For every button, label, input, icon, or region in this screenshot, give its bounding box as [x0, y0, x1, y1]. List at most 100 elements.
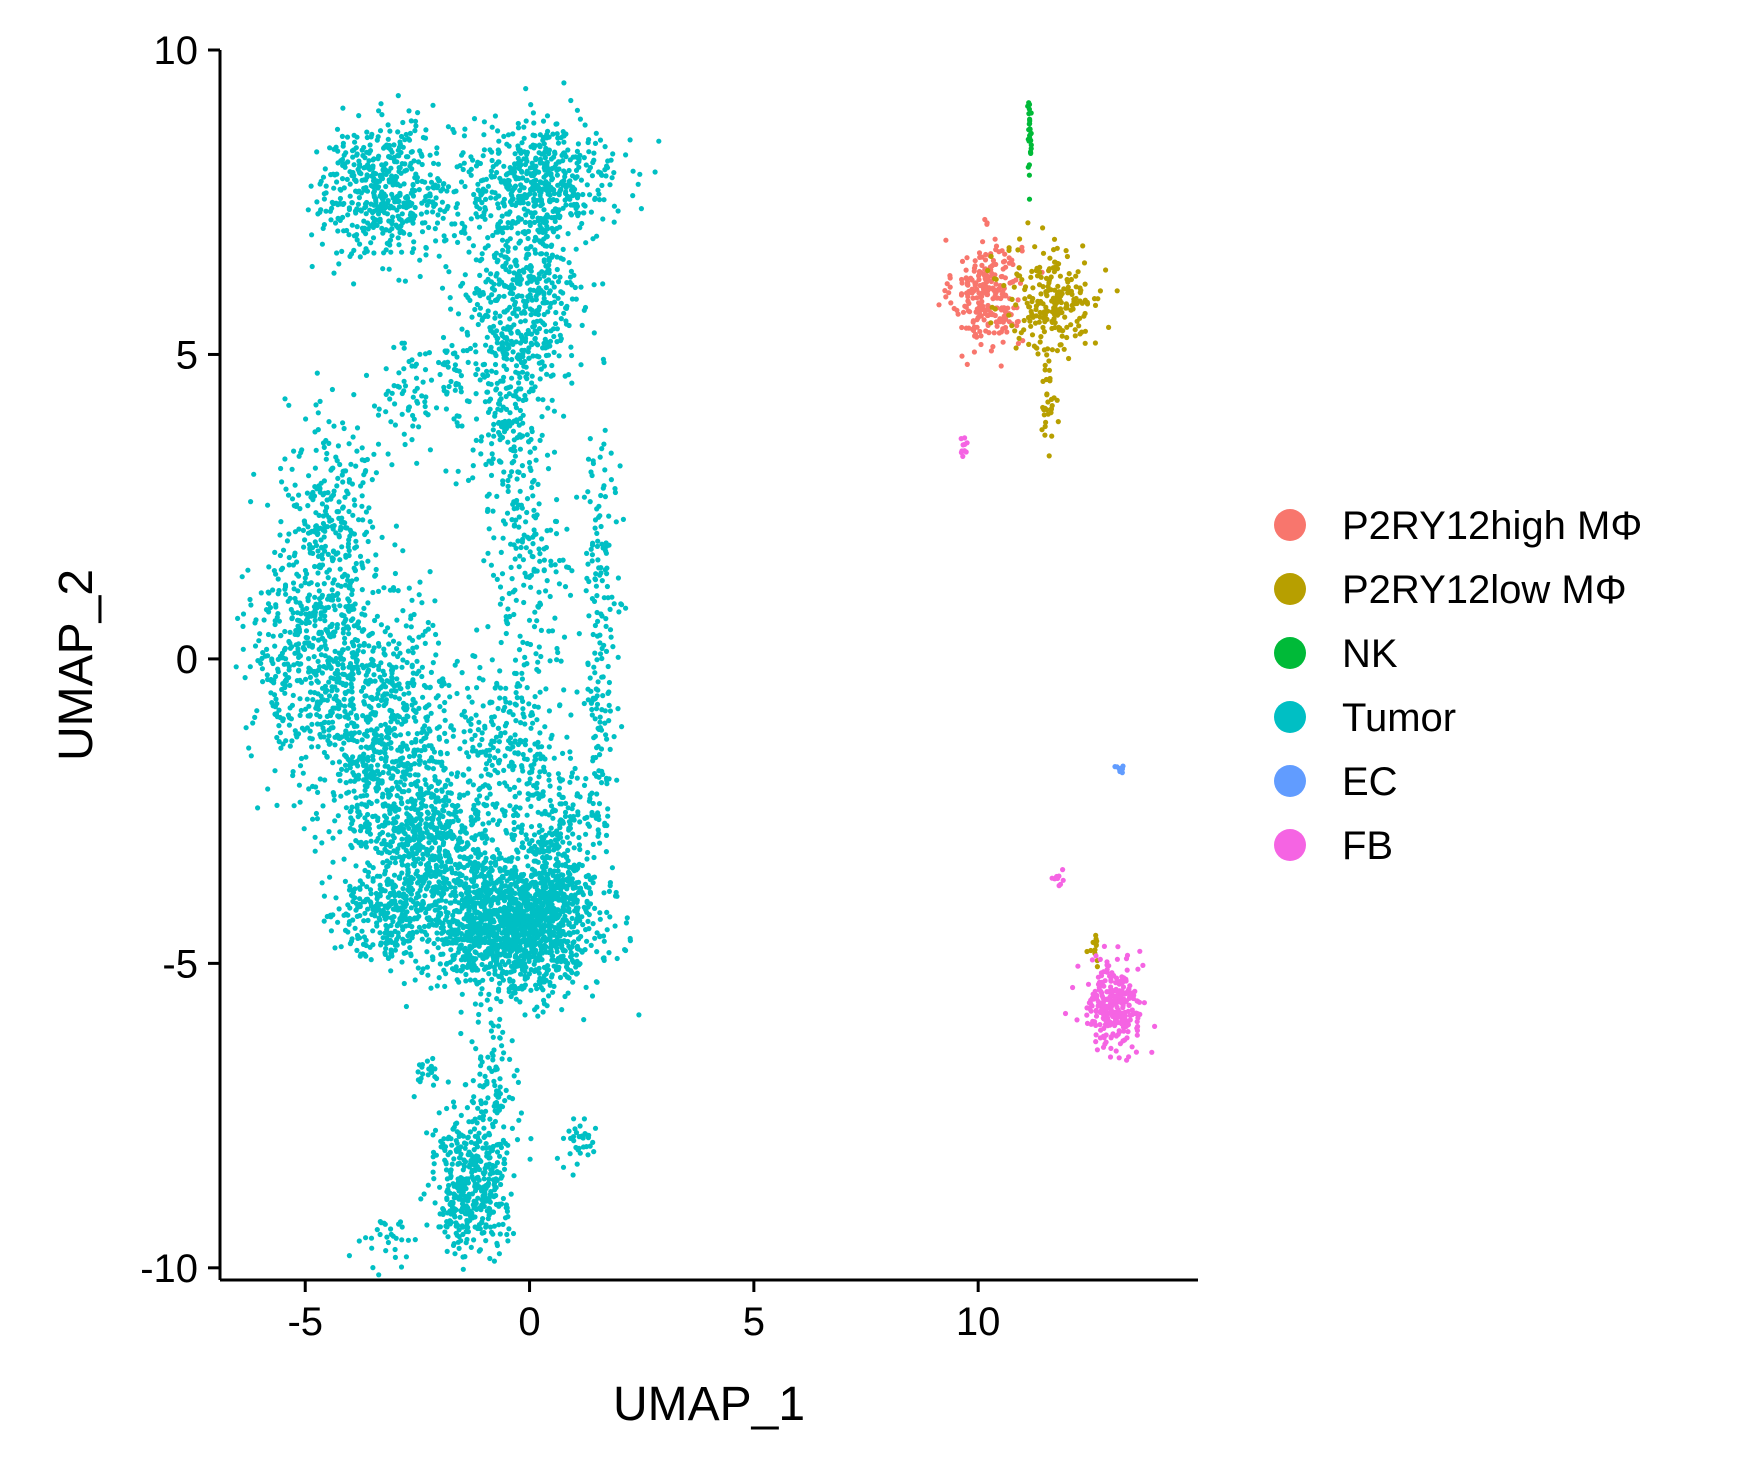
data-point — [1003, 306, 1009, 312]
data-point — [250, 720, 256, 726]
data-point — [530, 353, 536, 359]
data-point — [306, 786, 312, 792]
data-point — [342, 714, 348, 720]
data-point — [257, 631, 263, 637]
data-point — [1003, 293, 1009, 299]
data-point — [287, 682, 293, 689]
data-point — [328, 656, 334, 663]
data-point — [598, 172, 605, 178]
data-point — [1037, 339, 1043, 345]
data-point — [434, 930, 440, 936]
data-point — [405, 136, 411, 142]
data-point — [421, 791, 427, 798]
data-point — [543, 328, 549, 334]
data-point — [312, 617, 318, 624]
data-point — [422, 760, 428, 766]
data-point — [355, 809, 361, 815]
data-point — [998, 363, 1004, 369]
data-point — [392, 855, 398, 861]
data-point — [341, 228, 347, 234]
data-point — [240, 623, 246, 630]
data-point — [270, 587, 276, 593]
data-point — [367, 223, 373, 229]
data-point — [554, 497, 560, 503]
data-point — [367, 148, 374, 154]
data-point — [990, 257, 997, 264]
data-point — [363, 767, 369, 773]
data-point — [484, 389, 490, 395]
data-point — [1042, 367, 1048, 373]
data-point — [354, 237, 360, 243]
data-point — [552, 615, 558, 621]
data-point — [351, 147, 357, 153]
data-point — [422, 777, 428, 783]
data-point — [242, 675, 248, 681]
data-point — [334, 458, 340, 464]
data-point — [983, 251, 989, 258]
data-point — [509, 356, 515, 363]
data-point — [450, 733, 456, 739]
data-point — [339, 544, 345, 550]
data-point — [409, 845, 416, 851]
data-point — [254, 708, 260, 714]
data-point — [305, 595, 311, 601]
data-point — [495, 201, 501, 207]
data-point — [509, 375, 515, 381]
data-point — [460, 150, 466, 156]
data-point — [334, 509, 340, 515]
data-point — [383, 758, 389, 765]
data-point — [352, 502, 358, 508]
data-point — [437, 704, 443, 710]
data-point — [498, 459, 504, 465]
data-point — [265, 631, 272, 638]
data-point — [319, 880, 325, 886]
data-point — [511, 310, 517, 316]
data-point — [329, 709, 335, 716]
data-point — [358, 208, 364, 214]
data-point — [235, 615, 241, 622]
data-point — [377, 674, 383, 680]
data-point — [325, 575, 331, 581]
data-point — [532, 133, 538, 139]
data-point — [401, 829, 407, 835]
data-point — [550, 131, 556, 137]
data-point — [395, 129, 401, 135]
data-point — [513, 388, 519, 395]
data-point — [985, 302, 991, 309]
data-point — [496, 401, 503, 407]
data-point — [430, 102, 436, 108]
data-point — [378, 755, 384, 762]
data-point — [338, 583, 344, 589]
data-point — [462, 126, 468, 132]
data-point — [519, 293, 525, 299]
data-point — [459, 423, 465, 429]
data-point — [348, 815, 354, 821]
data-point — [531, 198, 537, 204]
data-point — [485, 308, 491, 314]
data-point — [346, 673, 352, 679]
data-point — [411, 833, 417, 839]
data-point — [371, 662, 377, 668]
data-point — [395, 588, 401, 594]
data-point — [424, 202, 430, 208]
data-point — [487, 396, 494, 402]
data-point — [1042, 423, 1048, 430]
data-point — [335, 215, 341, 222]
data-point — [359, 824, 365, 830]
data-point — [434, 220, 441, 226]
data-point — [376, 406, 382, 412]
data-point — [379, 850, 385, 856]
data-point — [504, 351, 510, 357]
data-point — [510, 447, 516, 454]
data-point — [394, 182, 400, 188]
data-point — [403, 131, 409, 138]
data-point — [344, 735, 350, 741]
data-point — [515, 120, 521, 127]
data-point — [425, 619, 431, 626]
data-point — [536, 546, 542, 552]
data-point — [445, 124, 451, 130]
data-point — [312, 834, 318, 840]
data-point — [1073, 295, 1079, 302]
data-point — [341, 425, 347, 432]
data-point — [1009, 257, 1015, 263]
